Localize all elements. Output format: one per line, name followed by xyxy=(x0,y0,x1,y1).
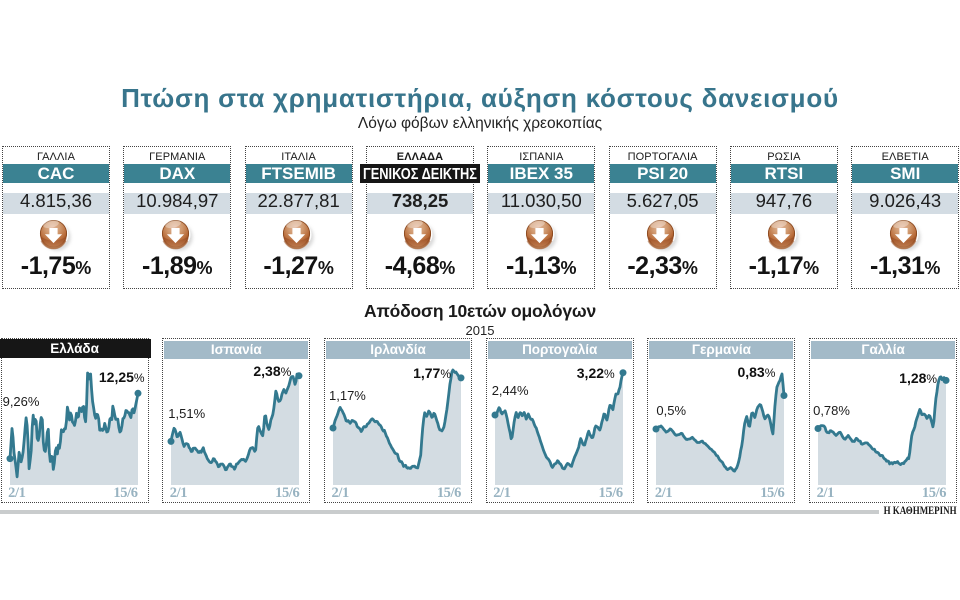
svg-text:ΓΕΝΙΚΟΣ ΔΕΙΚΤΗΣ: ΓΕΝΙΚΟΣ ΔΕΙΚΤΗΣ xyxy=(363,166,477,183)
